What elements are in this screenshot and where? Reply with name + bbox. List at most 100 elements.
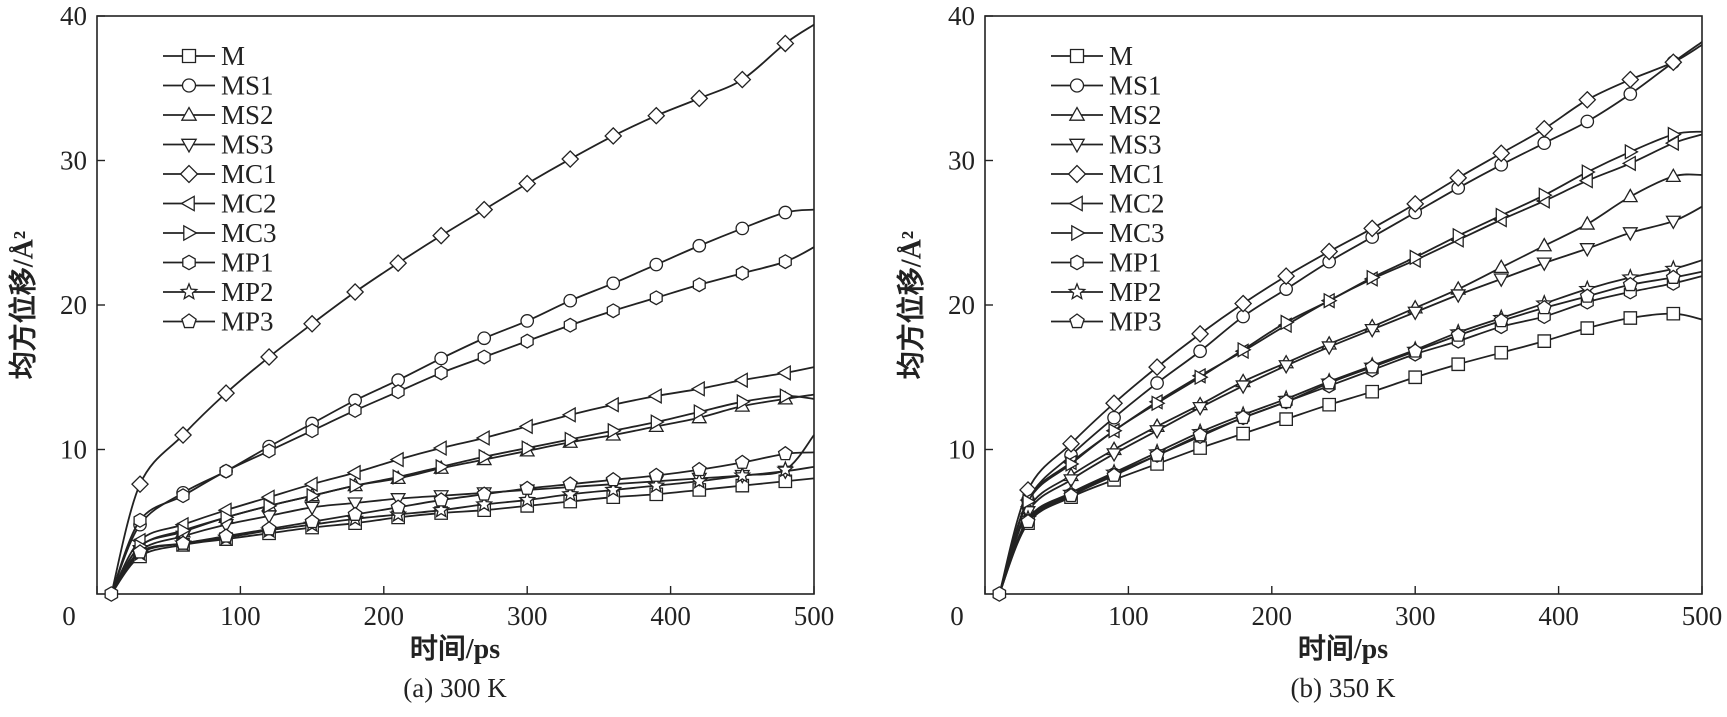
legend-label: MS1 [1109, 71, 1162, 101]
data-point-mp3 [1364, 359, 1380, 374]
data-point-mp2 [561, 484, 580, 502]
data-point-mp3 [347, 506, 363, 521]
origin-point [992, 586, 1007, 602]
data-point-mp3 [1579, 288, 1595, 303]
data-point-mc1 [647, 106, 666, 125]
data-point-mc1 [1535, 119, 1554, 138]
legend-label: MC1 [221, 159, 277, 189]
legend-item-mc3: MC3 [1051, 218, 1165, 248]
legend-marker-mc2 [1068, 195, 1083, 212]
data-point-m [1623, 311, 1638, 325]
data-point-mp3 [1192, 427, 1208, 442]
data-point-mp3 [175, 535, 191, 550]
data-point-ms3 [1235, 380, 1252, 395]
data-point-mc3 [607, 422, 622, 439]
x-tick-label: 200 [1252, 601, 1293, 631]
data-point-mc2 [561, 406, 576, 423]
data-point-mc3 [1065, 456, 1080, 472]
legend-label: M [1109, 41, 1133, 71]
data-point-ms3 [1579, 243, 1596, 258]
data-point-ms1 [778, 205, 793, 220]
data-point-ms3 [1536, 257, 1553, 272]
data-point-ms3 [1106, 448, 1122, 463]
legend-item-mp3: MP3 [1051, 307, 1162, 337]
data-point-mc1 [1578, 90, 1597, 109]
legend-marker-mp1 [1070, 254, 1084, 271]
data-point-mp3 [519, 480, 535, 495]
data-point-m [1279, 412, 1293, 426]
legend-marker-mc2 [180, 195, 195, 212]
data-point-mp3 [433, 492, 449, 507]
legend-item-ms1: MS1 [1051, 71, 1162, 101]
series-mp1 [110, 246, 815, 595]
legend-marker-mp2 [179, 282, 199, 300]
data-point-mp1 [391, 384, 405, 400]
legend-item-ms2: MS2 [163, 100, 274, 130]
data-point-mp2 [389, 505, 408, 523]
series-line-mp1 [998, 275, 1703, 595]
data-point-ms3 [347, 497, 364, 512]
y-axis-title: 均方位移/Å² [6, 231, 39, 379]
plot-frame [984, 15, 1703, 595]
data-point-mp3 [1665, 269, 1681, 284]
legend-label: MS3 [1109, 130, 1162, 160]
data-point-mc2 [690, 380, 705, 397]
data-point-mc3 [263, 497, 278, 514]
data-point-ms3 [1321, 341, 1338, 356]
data-point-ms2 [1536, 237, 1553, 252]
x-tick-label: 0 [62, 601, 76, 631]
data-point-mc1 [1234, 294, 1253, 313]
legend-marker-mp3 [181, 313, 197, 329]
data-point-ms1 [606, 276, 621, 291]
data-point-ms3 [1665, 215, 1682, 230]
data-point-mc2 [518, 418, 533, 435]
series-mc3 [110, 388, 815, 595]
data-point-mc3 [1495, 207, 1510, 224]
data-point-mc3 [736, 393, 751, 410]
data-point-ms1 [477, 331, 492, 346]
data-point-ms1 [1150, 376, 1164, 390]
data-point-mc3 [521, 440, 536, 456]
data-point-mc3 [177, 522, 192, 539]
legend-label: M [221, 41, 245, 71]
series-line-ms3 [998, 205, 1703, 595]
legend-item-mp2: MP2 [163, 277, 274, 307]
data-point-mp3 [734, 454, 750, 469]
series-mp3 [110, 445, 815, 595]
data-point-ms3 [1450, 289, 1467, 304]
x-tick-label: 100 [1108, 601, 1149, 631]
data-point-ms2 [1665, 167, 1682, 183]
data-point-mp3 [1407, 343, 1423, 358]
data-point-mc1 [1406, 194, 1425, 213]
legend-item-ms3: MS3 [163, 130, 274, 160]
data-point-ms3 [261, 510, 278, 525]
series-line-m [110, 477, 815, 595]
data-point-mp2 [518, 490, 537, 508]
data-point-ms1 [1580, 114, 1595, 129]
legend-marker-mc1 [1067, 164, 1087, 184]
data-point-mp1 [563, 317, 577, 333]
data-point-mp3 [1450, 327, 1466, 342]
legend-marker-mp2 [1067, 282, 1087, 300]
series-mp1 [998, 275, 1703, 595]
data-point-ms3 [1192, 401, 1209, 417]
x-tick-label: 400 [1538, 601, 1579, 631]
data-point-mp3 [132, 544, 148, 559]
data-point-mp3 [1235, 409, 1251, 425]
legend-marker-ms2 [180, 106, 198, 121]
legend-marker-ms3 [1068, 138, 1086, 154]
data-point-mp2 [475, 494, 494, 513]
data-point-mp2 [604, 480, 623, 498]
data-point-mc3 [392, 469, 407, 485]
data-point-mp3 [1622, 276, 1638, 292]
series-mp3 [998, 269, 1703, 595]
data-point-ms1 [1537, 136, 1552, 151]
y-tick-label: 20 [60, 290, 87, 320]
data-point-mc2 [303, 476, 318, 493]
legend-marker-mc3 [183, 224, 198, 242]
x-axis-title: 时间/ps [410, 633, 500, 665]
data-point-mc2 [604, 396, 619, 413]
data-point-ms1 [1623, 87, 1638, 101]
